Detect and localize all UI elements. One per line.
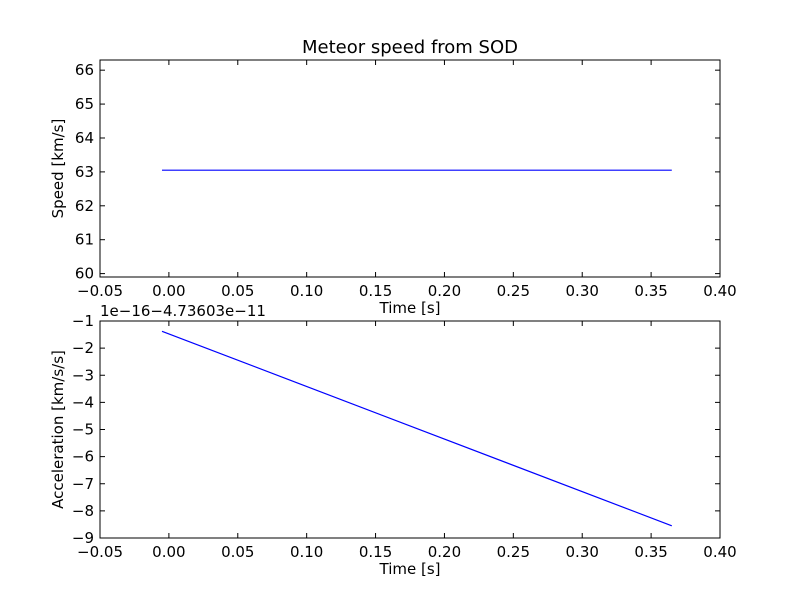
chart-2: −0.05 0.00 0.05 0.10 0.15 0.20 0.25 0.30 0.35 0.4… bbox=[49, 302, 737, 578]
y-tick-label: 63 bbox=[75, 163, 94, 181]
x-axis-label: Time [s] bbox=[379, 560, 441, 578]
x-tick-label: 0.30 bbox=[566, 543, 599, 561]
y-axis-label: Speed [km/s] bbox=[49, 119, 67, 219]
y-tick-label: −5 bbox=[72, 421, 94, 439]
series-line bbox=[161, 330, 673, 527]
y-tick-label: 60 bbox=[75, 265, 94, 283]
axis-offset-text: 1e−16−4.73603e−11 bbox=[100, 302, 266, 320]
x-tick-label: 0.00 bbox=[152, 282, 185, 300]
plot-frame bbox=[99, 59, 721, 278]
y-tick-label: 65 bbox=[75, 95, 94, 113]
plot-frame bbox=[99, 320, 721, 539]
y-tick-label: 62 bbox=[75, 197, 94, 215]
y-tick-label: −8 bbox=[72, 502, 94, 520]
x-tick-label: −0.05 bbox=[77, 543, 123, 561]
x-tick-label: 0.10 bbox=[290, 282, 323, 300]
y-tick-label: 64 bbox=[75, 129, 94, 147]
x-tick-label: 0.25 bbox=[497, 282, 530, 300]
x-tick-label: 0.25 bbox=[497, 543, 530, 561]
x-tick-label: 0.00 bbox=[152, 543, 185, 561]
y-tick-label: 61 bbox=[75, 231, 94, 249]
x-tick-label: −0.05 bbox=[77, 282, 123, 300]
x-tick-label: 0.20 bbox=[428, 543, 461, 561]
x-tick-label: 0.20 bbox=[428, 282, 461, 300]
x-tick-label: 0.35 bbox=[634, 282, 667, 300]
y-tick-label: −3 bbox=[72, 366, 94, 384]
x-tick-label: 0.40 bbox=[703, 282, 736, 300]
x-tick-label: 0.10 bbox=[290, 543, 323, 561]
x-tick-label: 0.05 bbox=[221, 282, 254, 300]
chart-title: Meteor speed from SOD bbox=[302, 37, 518, 58]
chart-1: −0.05 0.00 0.05 0.10 0.15 0.20 0.25 0.30 0.35 0.4… bbox=[49, 37, 737, 317]
y-tick-label: −4 bbox=[72, 393, 94, 411]
y-tick-label: −7 bbox=[72, 475, 94, 493]
y-tick-label: −2 bbox=[72, 339, 94, 357]
x-tick-label: 0.05 bbox=[221, 543, 254, 561]
x-axis-label: Time [s] bbox=[379, 299, 441, 317]
y-tick-label: 66 bbox=[75, 61, 94, 79]
x-tick-label: 0.40 bbox=[703, 543, 736, 561]
y-tick-label: −6 bbox=[72, 448, 94, 466]
y-tick-label: −9 bbox=[72, 529, 94, 547]
x-tick-label: 0.30 bbox=[566, 282, 599, 300]
y-tick-label: −1 bbox=[72, 312, 94, 330]
x-tick-label: 0.15 bbox=[359, 282, 392, 300]
x-tick-label: 0.35 bbox=[634, 543, 667, 561]
y-axis-label: Acceleration [km/s/s] bbox=[49, 350, 67, 509]
x-tick-label: 0.15 bbox=[359, 543, 392, 561]
